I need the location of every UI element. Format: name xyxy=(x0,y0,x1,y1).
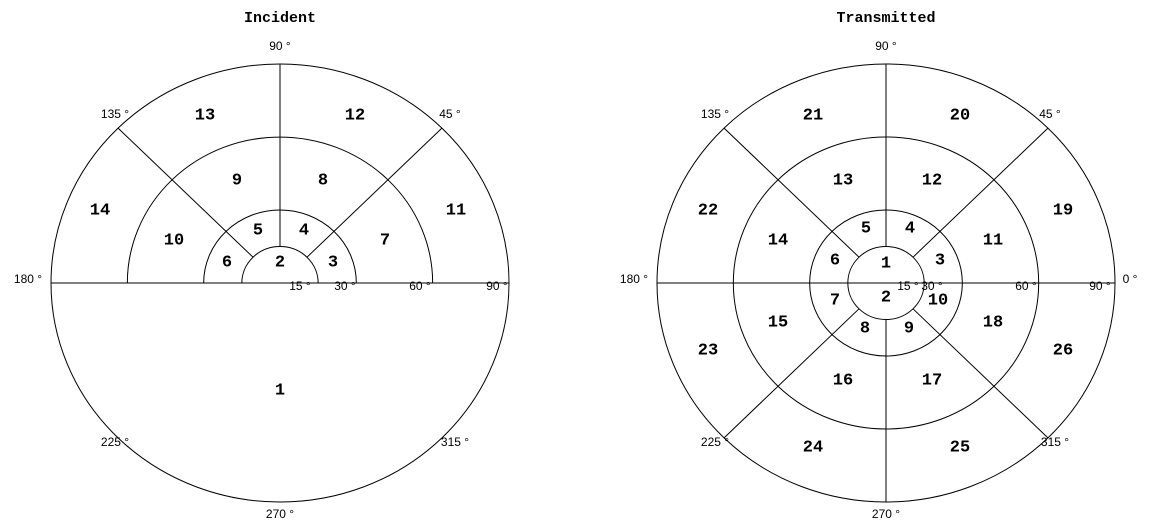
region-label: 15 xyxy=(768,313,788,332)
region-label: 2 xyxy=(275,253,285,272)
spoke xyxy=(306,127,443,258)
region-label: 11 xyxy=(983,231,1003,250)
angle-label: 90 ° xyxy=(1089,279,1111,293)
angle-label: 270 ° xyxy=(266,507,294,521)
region-label: 13 xyxy=(833,171,853,190)
spoke xyxy=(723,127,860,258)
region-label: 23 xyxy=(698,341,718,360)
region-label: 8 xyxy=(860,319,870,338)
region-label: 9 xyxy=(232,171,242,190)
angle-label: 315 ° xyxy=(1041,435,1069,449)
region-label: 14 xyxy=(90,201,110,220)
region-label: 21 xyxy=(803,106,823,125)
angle-label: 225 ° xyxy=(101,435,129,449)
region-label: 17 xyxy=(922,371,942,390)
spoke xyxy=(723,308,860,439)
angle-label: 225 ° xyxy=(701,435,729,449)
region-label: 7 xyxy=(830,291,840,310)
angle-label: 135 ° xyxy=(701,107,729,121)
region-label: 12 xyxy=(345,106,365,125)
angle-label: 15 ° xyxy=(289,279,311,293)
angle-label: 30 ° xyxy=(921,279,943,293)
angle-label: 45 ° xyxy=(1039,107,1061,121)
region-label: 4 xyxy=(905,219,915,238)
region-label: 16 xyxy=(833,371,853,390)
angle-label: 90 ° xyxy=(269,39,291,53)
angle-label: 180 ° xyxy=(620,272,648,286)
spoke xyxy=(117,127,254,258)
spoke xyxy=(912,127,1049,258)
region-label: 1 xyxy=(275,381,285,400)
region-label: 1 xyxy=(881,254,891,273)
region-label: 10 xyxy=(928,291,948,310)
angle-label: 315 ° xyxy=(441,435,469,449)
angle-label: 270 ° xyxy=(872,507,900,521)
region-label: 12 xyxy=(922,171,942,190)
angle-label: 90 ° xyxy=(875,39,897,53)
region-label: 8 xyxy=(318,171,328,190)
region-label: 13 xyxy=(195,106,215,125)
region-label: 20 xyxy=(950,106,970,125)
angle-label: 60 ° xyxy=(409,279,431,293)
region-label: 5 xyxy=(861,219,871,238)
spoke xyxy=(912,308,1049,439)
region-label: 5 xyxy=(253,221,263,240)
title: Incident xyxy=(244,10,316,27)
region-label: 26 xyxy=(1053,341,1073,360)
angle-label: 135 ° xyxy=(101,107,129,121)
region-label: 6 xyxy=(830,251,840,270)
angle-label: 45 ° xyxy=(439,107,461,121)
region-label: 22 xyxy=(698,201,718,220)
angle-label: 15 ° xyxy=(897,279,919,293)
region-label: 25 xyxy=(950,438,970,457)
region-label: 19 xyxy=(1053,201,1073,220)
angle-label: 30 ° xyxy=(334,279,356,293)
region-label: 10 xyxy=(164,231,184,250)
region-label: 4 xyxy=(299,221,309,240)
angle-label: 60 ° xyxy=(1015,279,1037,293)
region-label: 7 xyxy=(380,231,390,250)
region-label: 24 xyxy=(803,438,823,457)
region-label: 2 xyxy=(881,288,891,307)
angle-label: 180 ° xyxy=(14,272,42,286)
title: Transmitted xyxy=(836,10,935,27)
region-label: 3 xyxy=(328,253,338,272)
angle-label: 90 ° xyxy=(486,279,508,293)
region-label: 14 xyxy=(768,231,788,250)
region-label: 9 xyxy=(904,319,914,338)
angle-label: 0 ° xyxy=(1123,272,1138,286)
region-label: 11 xyxy=(446,201,466,220)
region-label: 3 xyxy=(935,251,945,270)
region-label: 6 xyxy=(222,253,232,272)
region-label: 18 xyxy=(983,313,1003,332)
